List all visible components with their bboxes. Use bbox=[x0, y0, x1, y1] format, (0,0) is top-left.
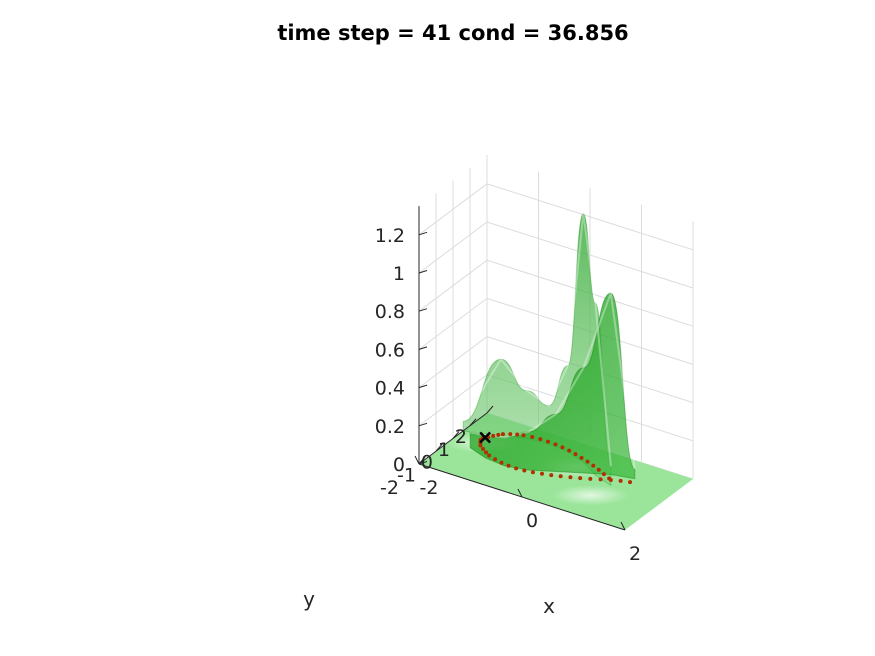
z-tick-label: 1 bbox=[393, 263, 405, 285]
particle-marker bbox=[496, 432, 501, 437]
z-tick-label: 0 bbox=[393, 454, 405, 476]
z-tick-label: 0.8 bbox=[375, 301, 405, 323]
particle-marker bbox=[560, 445, 565, 450]
grid-line bbox=[418, 297, 694, 365]
y-tick-label: -1 bbox=[397, 464, 416, 486]
particle-markers bbox=[478, 431, 633, 485]
particle-marker bbox=[530, 470, 535, 475]
particle-marker bbox=[539, 471, 544, 476]
z-tick-label: 1.2 bbox=[375, 225, 405, 247]
y-tick-label: -2 bbox=[380, 477, 399, 499]
x-tick bbox=[620, 521, 626, 531]
y-tick bbox=[469, 418, 477, 427]
particle-marker bbox=[487, 453, 492, 458]
z-tick bbox=[418, 270, 428, 274]
y-tick-label: 1 bbox=[438, 439, 450, 461]
grid-line bbox=[418, 336, 694, 404]
x-tick-label: 2 bbox=[629, 543, 641, 565]
particle-marker bbox=[588, 476, 593, 481]
z-tick-label: 0.6 bbox=[375, 339, 405, 361]
y-tick bbox=[452, 431, 460, 439]
particle-marker bbox=[522, 468, 527, 473]
grid-line bbox=[418, 183, 694, 251]
particle-marker bbox=[481, 447, 486, 452]
particle-marker bbox=[608, 477, 613, 482]
particle-marker bbox=[546, 439, 551, 444]
particle-marker bbox=[579, 455, 584, 460]
particle-marker bbox=[530, 434, 535, 439]
particle-marker bbox=[538, 437, 543, 442]
particle-marker bbox=[506, 463, 511, 468]
y-axis-label: y bbox=[303, 587, 315, 611]
z-tick bbox=[418, 461, 428, 465]
y-tick bbox=[486, 405, 494, 414]
z-tick bbox=[418, 384, 428, 389]
x-tick-label: -2 bbox=[420, 477, 439, 499]
particle-marker bbox=[567, 448, 572, 453]
chart-title: time step = 41 cond = 36.856 bbox=[277, 21, 628, 45]
grid-line bbox=[418, 259, 694, 327]
particle-marker bbox=[549, 473, 554, 478]
z-tick-label: 0.2 bbox=[375, 416, 405, 438]
particle-marker bbox=[514, 466, 519, 471]
particle-marker bbox=[596, 467, 601, 472]
x-tick-label: 0 bbox=[526, 510, 538, 532]
particle-marker bbox=[478, 443, 483, 448]
x-axis-label: x bbox=[543, 594, 555, 618]
particle-marker bbox=[500, 432, 505, 437]
z-tick bbox=[418, 346, 428, 350]
z-tick bbox=[418, 422, 428, 427]
particle-marker bbox=[483, 450, 488, 455]
back-ridge-crest bbox=[462, 213, 612, 467]
particle-marker bbox=[558, 474, 563, 479]
x-tick bbox=[414, 455, 420, 465]
particle-marker bbox=[591, 463, 596, 468]
particle-marker bbox=[491, 433, 496, 438]
particle-marker bbox=[573, 452, 578, 457]
grid-line bbox=[418, 221, 694, 289]
particle-marker bbox=[521, 433, 526, 438]
particle-marker bbox=[508, 432, 513, 437]
axes-lines bbox=[414, 206, 626, 531]
particle-marker bbox=[628, 480, 633, 485]
y-tick-label: 2 bbox=[455, 426, 467, 448]
particle-marker bbox=[601, 472, 606, 477]
particle-marker bbox=[553, 442, 558, 447]
x-tick bbox=[517, 488, 523, 498]
particle-marker bbox=[598, 477, 603, 482]
y-tick bbox=[418, 456, 426, 465]
z-tick bbox=[418, 308, 428, 312]
particle-marker bbox=[568, 475, 573, 480]
floor-highlight bbox=[552, 485, 629, 506]
particle-start-marker bbox=[479, 431, 492, 444]
y-tick bbox=[435, 443, 443, 452]
z-tick-label: 0.4 bbox=[375, 378, 405, 400]
y-tick-label: 0 bbox=[421, 452, 433, 474]
z-tick bbox=[418, 231, 428, 236]
particle-marker bbox=[515, 432, 520, 437]
particle-marker bbox=[578, 476, 583, 481]
particle-marker bbox=[493, 457, 498, 462]
particle-marker bbox=[585, 459, 590, 464]
surface-mesh bbox=[462, 213, 636, 487]
particle-marker bbox=[499, 460, 504, 465]
particle-marker bbox=[618, 478, 623, 483]
